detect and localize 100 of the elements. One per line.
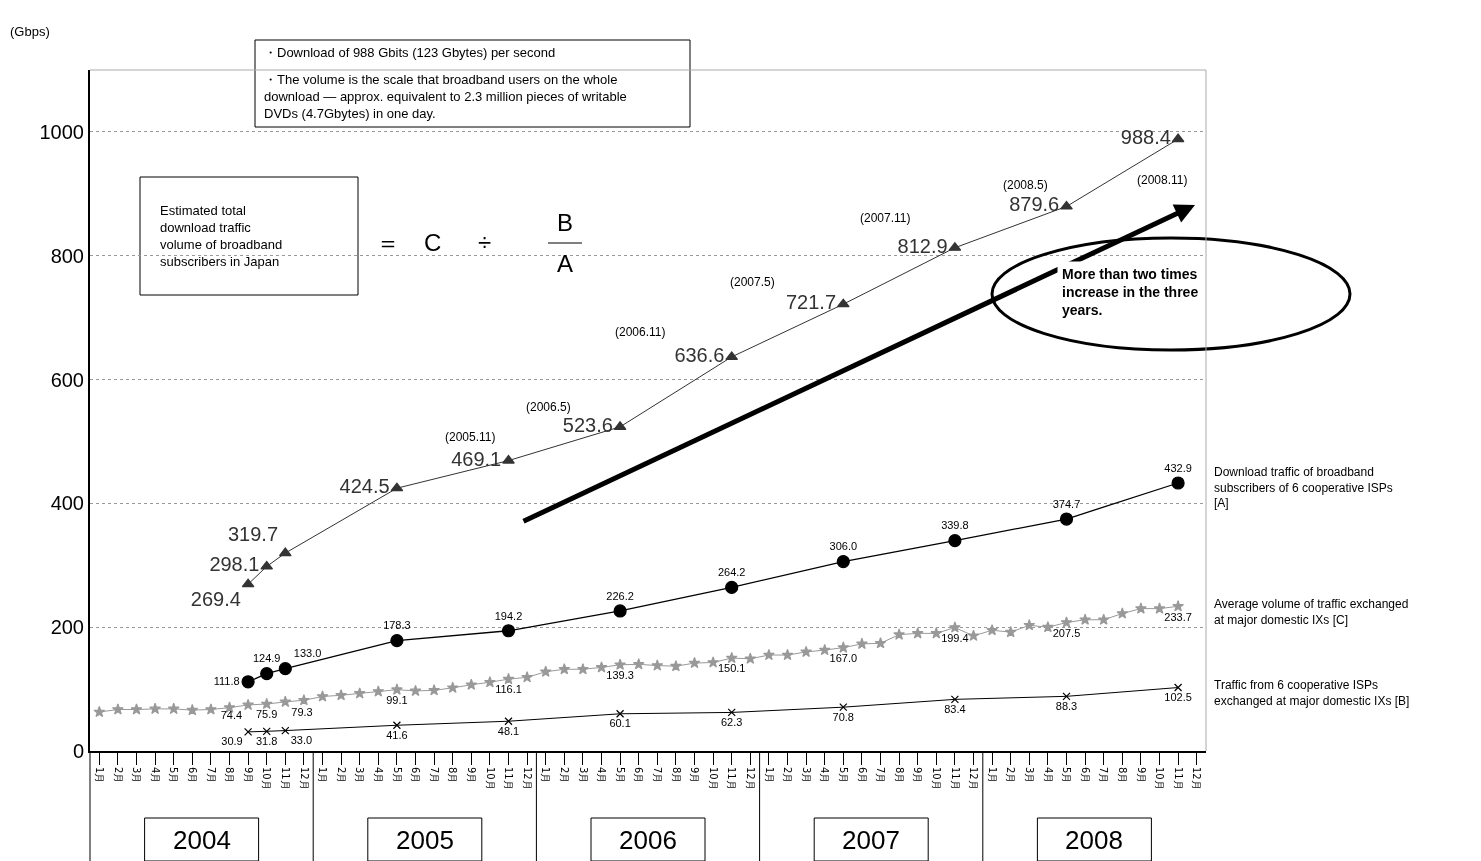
x-tick-label: 8月	[1117, 767, 1129, 784]
data-label: 133.0	[293, 647, 322, 660]
text: ・Download of 988 Gbits (123 Gbytes) per second	[264, 45, 556, 60]
annotation: C	[424, 229, 442, 256]
annotation: More than two times increase in the three years.	[1062, 266, 1199, 319]
data-label: 298.1	[209, 553, 260, 576]
y-tick-label: 600	[50, 368, 84, 391]
data-label: 74.4	[220, 709, 243, 722]
x-tick-label: 7月	[875, 767, 887, 784]
data-label: 264.2	[717, 566, 746, 579]
annotation: ＝	[376, 229, 400, 256]
data-label: 75.9	[255, 708, 278, 721]
x-tick-label: 8月	[893, 767, 905, 784]
x-tick-label: 9月	[242, 767, 254, 784]
annotation: (2005.11)	[445, 430, 496, 444]
data-label: 374.7	[1052, 497, 1081, 510]
x-tick-label: 12月	[968, 767, 980, 790]
annotation: (2008.5)	[1003, 178, 1048, 192]
x-tick-label: 11月	[1172, 767, 1184, 790]
text: 2004	[173, 825, 231, 855]
x-tick-label: 9月	[689, 767, 701, 784]
data-label: 111.8	[213, 674, 240, 687]
data-label: 233.7	[1164, 610, 1192, 623]
x-tick-label: 11月	[503, 767, 515, 790]
data-label: 194.2	[494, 609, 523, 622]
annotation: (2006.11)	[615, 325, 666, 339]
y-axis-title: (Gbps)	[10, 24, 50, 39]
data-label: 33.0	[290, 734, 313, 747]
x-tick-label: 11月	[726, 767, 738, 790]
data-label: 306.0	[829, 540, 858, 553]
data-label: 721.7	[785, 291, 837, 314]
data-label: 879.6	[1009, 193, 1060, 216]
x-tick-label: 7月	[205, 767, 217, 784]
data-label: 339.8	[941, 519, 969, 532]
x-tick-label: 4月	[149, 767, 161, 784]
x-tick-label: 3月	[577, 767, 589, 784]
data-label: 636.6	[674, 343, 725, 366]
x-tick-label: 12月	[298, 767, 310, 790]
x-tick-label: 6月	[410, 767, 422, 784]
x-tick-label: 7月	[428, 767, 440, 784]
data-label: 30.9	[221, 735, 243, 748]
x-tick-label: 4月	[596, 767, 608, 784]
x-tick-label: 5月	[614, 767, 626, 784]
x-tick-label: 11月	[949, 767, 961, 790]
x-tick-label: 1月	[94, 767, 106, 784]
text: 2007	[842, 825, 900, 855]
x-tick-label: 2月	[782, 767, 794, 784]
text: Traffic from 6 cooperative ISPs exchanged at major domestic IXs [B]	[1214, 678, 1410, 708]
x-tick-label: 4月	[819, 767, 831, 784]
data-label: 116.1	[495, 683, 522, 696]
data-label: 83.4	[944, 702, 966, 715]
y-tick-label: 400	[50, 492, 84, 515]
x-tick-label: 4月	[1042, 767, 1054, 784]
x-tick-label: 10月	[484, 767, 496, 790]
annotation: Estimated total download traffic volume of broadband subscribers in Japan	[160, 203, 283, 269]
data-label: 99.1	[386, 693, 408, 706]
x-tick-label: 8月	[447, 767, 459, 784]
x-tick-label: 5月	[391, 767, 403, 784]
x-tick-label: 9月	[1135, 767, 1147, 784]
data-label: 167.0	[829, 651, 858, 664]
data-label: 226.2	[606, 589, 634, 602]
x-tick-label: 6月	[187, 767, 199, 784]
text: Download traffic of broadband subscribers of 6 cooperative ISPs [A]	[1214, 465, 1393, 511]
x-tick-label: 8月	[670, 767, 682, 784]
x-tick-label: 3月	[800, 767, 812, 784]
data-label: 88.3	[1055, 699, 1078, 712]
data-label: 102.5	[1164, 691, 1192, 704]
data-label: 199.4	[941, 631, 969, 644]
x-tick-label: 2月	[112, 767, 124, 784]
data-label: 319.7	[227, 522, 279, 545]
data-label: 139.3	[606, 669, 634, 682]
x-tick-label: 8月	[224, 767, 236, 784]
x-tick-label: 10月	[931, 767, 943, 790]
x-tick-label: 6月	[633, 767, 645, 784]
annotation: ・The volume is the scale that broadband users on the whole download — approx. equivalent to 2.3 million pieces of writable DVDs (4.7Gbytes) in one day.	[264, 72, 627, 121]
x-tick-label: 2月	[559, 767, 571, 784]
x-tick-label: 10月	[707, 767, 719, 790]
x-tick-label: 7月	[652, 767, 664, 784]
data-label: 48.1	[497, 724, 520, 737]
text: Average volume of traffic exchanged at major domestic IXs [C]	[1214, 597, 1409, 627]
x-tick-label: 1月	[986, 767, 998, 784]
y-tick-label: 0	[72, 740, 84, 762]
data-label: 269.4	[190, 588, 241, 611]
annotation: (2007.11)	[860, 211, 911, 225]
data-label: 432.9	[1164, 461, 1192, 474]
annotation: (2008.11)	[1137, 173, 1188, 187]
data-label: 469.1	[451, 447, 502, 470]
x-tick-label: 9月	[912, 767, 924, 784]
x-tick-label: 6月	[856, 767, 868, 784]
text: 2008	[1065, 825, 1123, 855]
data-label: 178.3	[383, 619, 411, 632]
data-label: 988.4	[1120, 126, 1171, 149]
x-tick-label: 2月	[335, 767, 347, 784]
data-label: 124.9	[252, 652, 281, 665]
x-tick-label: 2月	[1005, 767, 1017, 784]
x-tick-label: 1月	[540, 767, 552, 784]
data-label: 523.6	[562, 413, 613, 436]
text: 2006	[619, 825, 677, 855]
data-label: 60.1	[609, 717, 631, 730]
x-tick-label: 3月	[131, 767, 143, 784]
